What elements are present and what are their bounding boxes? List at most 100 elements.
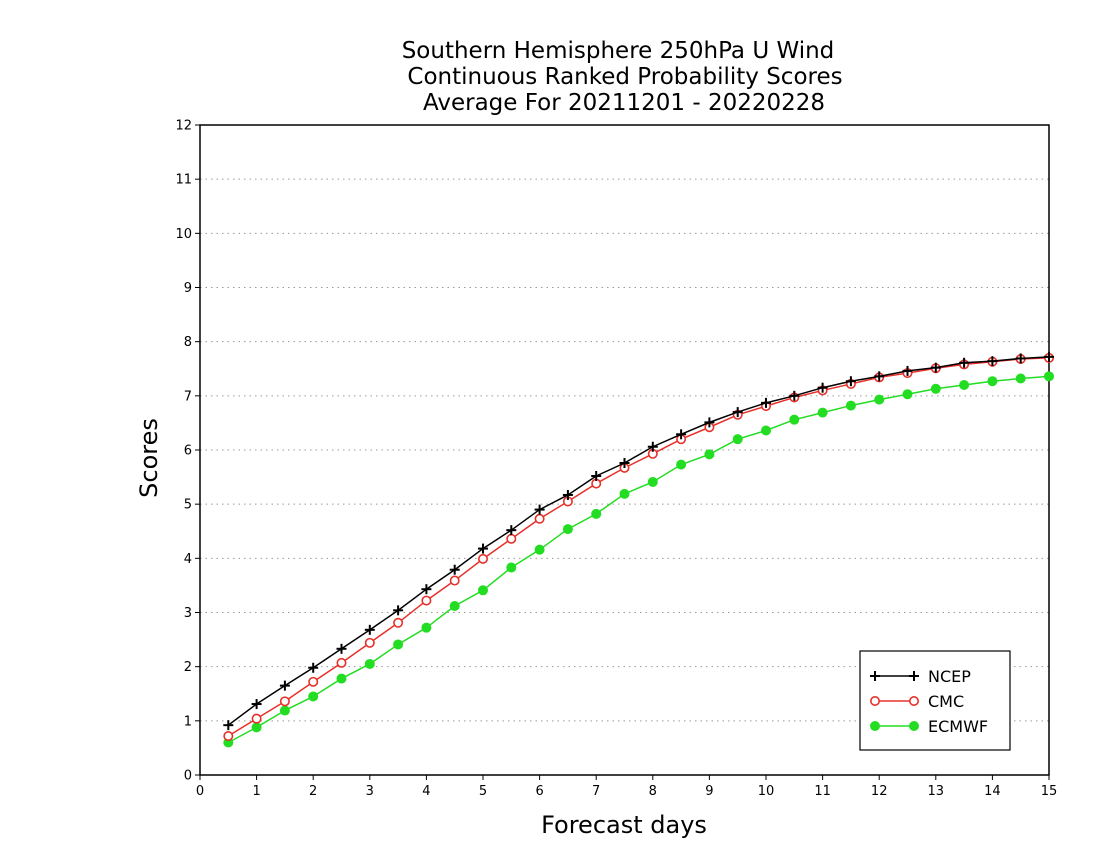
y-tick-label: 3 xyxy=(184,606,192,621)
point-marker xyxy=(987,376,998,387)
legend-label: NCEP xyxy=(928,667,971,686)
point-marker xyxy=(817,407,828,418)
chart-title: Southern Hemisphere 250hPa U Wind Contin… xyxy=(402,38,843,116)
point-marker xyxy=(421,622,432,633)
y-tick-label: 12 xyxy=(175,119,192,134)
point-marker xyxy=(704,417,715,428)
x-tick-label: 14 xyxy=(984,784,1001,799)
y-tick-label: 1 xyxy=(184,714,192,729)
point-marker xyxy=(845,376,856,387)
point-marker xyxy=(761,397,771,408)
point-marker xyxy=(591,508,602,519)
point-marker xyxy=(534,504,545,515)
point-marker xyxy=(959,357,970,368)
point-marker xyxy=(704,449,715,460)
point-marker xyxy=(732,434,743,445)
point-marker xyxy=(506,525,517,536)
point-marker xyxy=(251,699,262,710)
point-marker xyxy=(647,441,658,452)
point-marker xyxy=(336,673,347,684)
point-marker xyxy=(421,584,432,595)
point-marker xyxy=(364,658,375,669)
point-marker xyxy=(902,365,913,376)
point-marker xyxy=(909,721,919,731)
point-marker xyxy=(449,575,460,586)
point-marker xyxy=(534,544,545,555)
point-marker xyxy=(562,489,573,500)
y-tick-label: 7 xyxy=(184,389,192,404)
point-marker xyxy=(478,585,488,596)
point-marker xyxy=(364,637,375,648)
point-marker xyxy=(393,605,404,616)
y-tick-label: 2 xyxy=(184,660,192,675)
x-tick-label: 2 xyxy=(309,784,317,799)
x-axis-title: Forecast days xyxy=(541,811,707,839)
x-tick-label: 7 xyxy=(592,784,600,799)
point-marker xyxy=(308,662,319,673)
point-marker xyxy=(223,730,234,741)
point-marker xyxy=(223,720,234,731)
y-tick-label: 4 xyxy=(184,552,192,567)
y-tick-label: 0 xyxy=(184,769,192,784)
x-tick-label: 4 xyxy=(422,784,430,799)
x-tick-label: 6 xyxy=(535,784,543,799)
x-tick-label: 12 xyxy=(871,784,888,799)
x-tick-label: 0 xyxy=(196,784,204,799)
point-marker xyxy=(789,390,800,401)
point-marker xyxy=(870,721,880,731)
point-marker xyxy=(987,356,998,367)
point-marker xyxy=(930,383,941,394)
point-marker xyxy=(336,657,347,668)
x-tick-label: 10 xyxy=(758,784,775,799)
x-tick-label: 8 xyxy=(649,784,657,799)
point-marker xyxy=(817,382,828,393)
point-marker xyxy=(364,624,375,635)
x-tick-label: 11 xyxy=(814,784,831,799)
y-tick-label: 8 xyxy=(184,335,192,350)
point-marker xyxy=(308,676,319,687)
x-tick-label: 9 xyxy=(705,784,713,799)
title-line-3: Average For 20211201 - 20220228 xyxy=(423,90,825,116)
y-tick-label: 6 xyxy=(184,444,192,459)
legend-entry: NCEP xyxy=(870,667,971,686)
legend-label: ECMWF xyxy=(928,717,988,736)
x-tick-label: 1 xyxy=(252,784,260,799)
point-marker xyxy=(874,394,885,405)
point-marker xyxy=(1015,373,1026,384)
point-marker xyxy=(478,543,488,554)
point-marker xyxy=(506,533,517,544)
point-marker xyxy=(959,380,970,390)
x-tick-label: 5 xyxy=(479,784,487,799)
point-marker xyxy=(845,400,856,411)
x-tick-label: 3 xyxy=(366,784,374,799)
point-marker xyxy=(619,488,630,499)
point-marker xyxy=(909,671,919,681)
legend-label: CMC xyxy=(928,692,964,711)
point-marker xyxy=(930,362,941,373)
y-tick-label: 10 xyxy=(175,227,192,242)
point-marker xyxy=(279,696,290,707)
point-marker xyxy=(1015,353,1026,364)
point-marker xyxy=(534,513,545,524)
point-marker xyxy=(449,601,460,611)
series-layer xyxy=(223,351,1055,748)
point-marker xyxy=(421,595,432,606)
series-ecmwf xyxy=(223,371,1054,748)
point-marker xyxy=(732,407,743,418)
point-marker xyxy=(676,429,687,440)
point-marker xyxy=(251,713,262,724)
y-tick-label: 11 xyxy=(175,173,192,188)
point-marker xyxy=(562,524,573,535)
point-marker xyxy=(789,414,800,425)
y-tick-label: 9 xyxy=(184,281,192,296)
x-tick-label: 15 xyxy=(1041,784,1058,799)
y-axis-title: Scores xyxy=(135,418,163,498)
point-marker xyxy=(308,691,319,702)
point-marker xyxy=(869,695,880,706)
y-tick-label: 5 xyxy=(184,498,192,513)
x-tick-label: 13 xyxy=(928,784,945,799)
gridlines xyxy=(200,178,1049,722)
point-marker xyxy=(449,564,460,575)
